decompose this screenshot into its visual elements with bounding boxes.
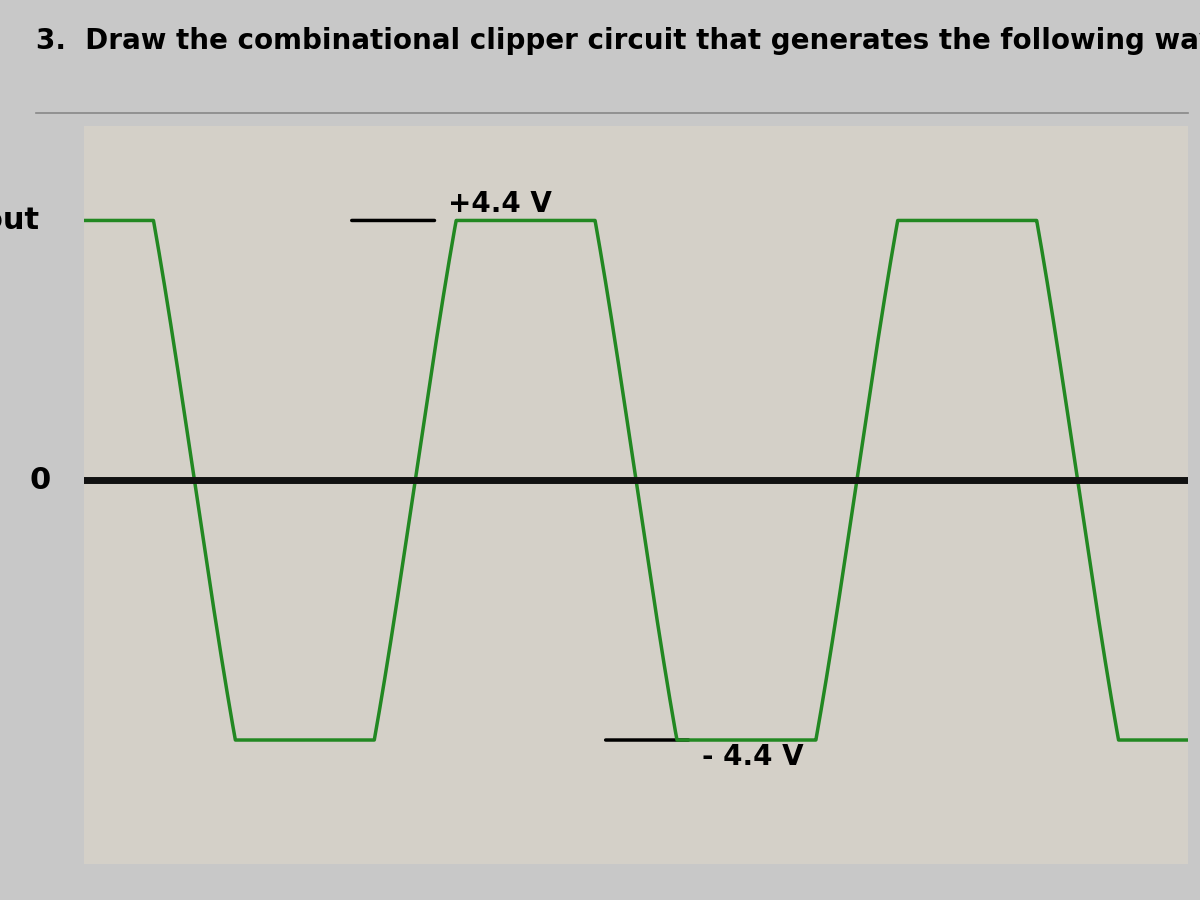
Text: 3.  Draw the combinational clipper circuit that generates the following waveform: 3. Draw the combinational clipper circui… (36, 27, 1200, 55)
Text: 0: 0 (30, 465, 50, 495)
Text: +4.4 V: +4.4 V (449, 190, 552, 218)
Text: Vout: Vout (0, 206, 40, 235)
Text: - 4.4 V: - 4.4 V (702, 743, 804, 771)
